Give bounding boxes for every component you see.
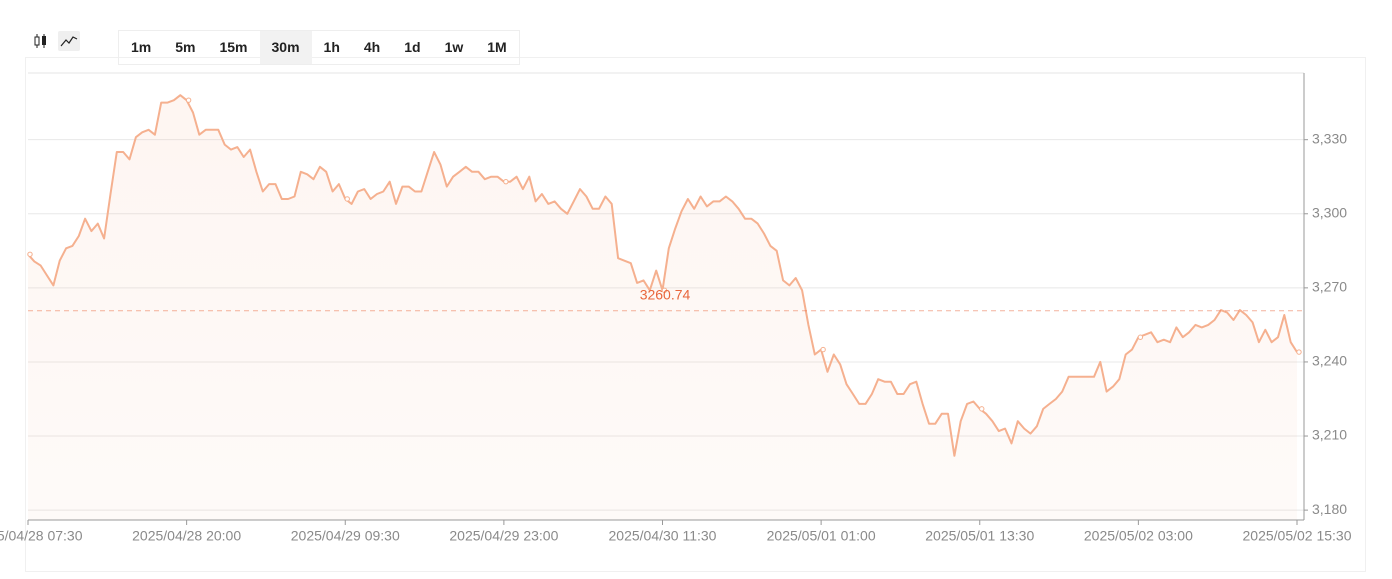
point-marker — [503, 178, 509, 185]
interval-button[interactable]: 5m — [175, 39, 196, 55]
x-tick-label: 2025/04/30 11:30 — [609, 528, 717, 544]
y-tick-label: 3,180 — [1312, 501, 1347, 517]
x-tick-label: 2025/05/02 15:30 — [1243, 528, 1352, 544]
chart-type-switch — [30, 31, 80, 51]
point-marker — [185, 97, 192, 103]
y-tick-label: 3,330 — [1312, 130, 1347, 146]
interval-button[interactable]: 15m — [219, 39, 248, 55]
interval-button[interactable]: 30m — [259, 31, 312, 64]
reference-label: 3260.74 — [640, 286, 691, 302]
point-marker — [661, 287, 668, 294]
interval-button[interactable]: 1w — [444, 39, 464, 55]
point-marker — [1296, 349, 1302, 355]
x-tick-label: 2025/05/02 03:00 — [1084, 528, 1193, 544]
y-tick-label: 3,240 — [1312, 353, 1347, 369]
x-tick-label: 2025/04/29 23:00 — [449, 528, 558, 544]
point-marker — [1137, 334, 1144, 340]
y-tick-label: 3,300 — [1312, 204, 1347, 220]
panel-border — [25, 57, 1366, 572]
point-marker — [820, 346, 826, 353]
point-marker — [979, 406, 985, 412]
interval-button[interactable]: 4h — [363, 39, 381, 55]
x-tick-label: 2025/05/01 01:00 — [767, 528, 876, 544]
interval-button[interactable]: 1h — [323, 39, 340, 55]
line-icon[interactable] — [58, 31, 80, 51]
interval-button[interactable]: 1d — [404, 39, 421, 55]
x-tick-label: 2025/04/28 20:00 — [132, 528, 241, 544]
x-tick-label: 2025/05/01 13:30 — [925, 528, 1034, 544]
interval-toolbar: 1m 5m 15m 30m 1h 4h 1d 1w 1M — [118, 30, 520, 65]
point-marker — [27, 251, 33, 257]
area — [28, 95, 1297, 520]
point-marker — [344, 196, 350, 202]
interval-button[interactable]: 1M — [487, 39, 507, 55]
x-tick-label: 2025/04/28 07:30 — [0, 528, 83, 544]
y-tick-label: 3,270 — [1312, 279, 1347, 295]
candle-icon[interactable] — [30, 31, 52, 51]
x-tick-label: 2025/04/29 09:30 — [291, 528, 400, 544]
y-tick-label: 3,210 — [1312, 427, 1347, 443]
interval-button[interactable]: 1m — [131, 39, 152, 55]
